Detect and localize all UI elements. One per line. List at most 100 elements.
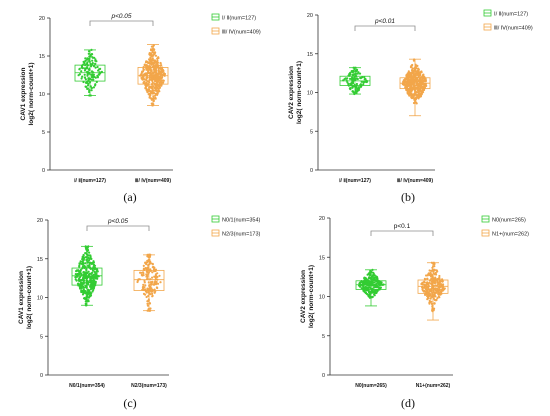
data-point xyxy=(379,287,382,290)
data-point xyxy=(153,71,156,74)
data-point xyxy=(154,64,157,67)
significance-bracket xyxy=(89,20,154,26)
data-point xyxy=(410,64,413,67)
data-point xyxy=(154,80,157,83)
data-point xyxy=(427,297,430,300)
data-point xyxy=(149,307,152,310)
data-point xyxy=(148,52,151,55)
data-point xyxy=(92,287,95,290)
x-category-label: N0(num=265) xyxy=(355,383,387,389)
data-point xyxy=(87,71,90,74)
data-point xyxy=(432,309,435,312)
data-point xyxy=(88,272,91,275)
data-point xyxy=(153,67,156,70)
data-point xyxy=(152,64,155,67)
data-point xyxy=(83,290,86,293)
data-point xyxy=(80,285,84,288)
data-point xyxy=(370,276,374,279)
data-point xyxy=(342,79,345,82)
data-point xyxy=(411,83,414,86)
data-point xyxy=(368,291,371,294)
data-point xyxy=(148,302,152,305)
data-point xyxy=(148,76,151,79)
data-point xyxy=(362,83,365,86)
data-point xyxy=(372,276,375,280)
data-point xyxy=(85,304,88,307)
data-point xyxy=(370,296,374,299)
panel-label: (d) xyxy=(401,396,415,410)
data-point xyxy=(147,281,150,284)
data-point xyxy=(148,59,151,62)
data-point xyxy=(152,97,155,100)
y-tick-label: 10 xyxy=(37,296,43,302)
data-point xyxy=(364,291,367,294)
data-point xyxy=(89,293,92,297)
panel-label: (a) xyxy=(123,190,136,204)
data-point xyxy=(442,288,445,291)
data-point xyxy=(144,290,147,293)
data-point xyxy=(424,82,427,85)
data-point xyxy=(428,302,431,305)
data-point xyxy=(90,65,93,68)
data-point xyxy=(85,58,89,61)
data-point xyxy=(141,78,144,81)
data-point xyxy=(407,70,410,73)
data-point xyxy=(357,71,360,74)
data-point xyxy=(426,277,429,280)
data-point xyxy=(367,281,370,285)
data-point xyxy=(142,283,145,286)
y-tick-label: 5 xyxy=(310,129,313,135)
data-point xyxy=(413,97,417,100)
data-point xyxy=(159,76,163,79)
data-point xyxy=(96,270,99,273)
box-group-1 xyxy=(74,48,106,97)
data-point xyxy=(74,276,78,279)
data-point xyxy=(414,65,417,68)
data-point xyxy=(92,261,95,264)
data-point xyxy=(411,67,414,70)
data-point xyxy=(93,270,96,273)
data-point xyxy=(369,272,372,275)
data-point xyxy=(77,269,80,272)
data-point xyxy=(145,79,148,82)
data-point xyxy=(421,88,424,91)
data-point xyxy=(146,80,150,83)
data-point xyxy=(88,60,91,63)
data-point xyxy=(146,88,149,91)
legend-label: Ⅲ/ Ⅳ(num=409) xyxy=(222,30,261,36)
data-point xyxy=(434,276,437,279)
data-point xyxy=(93,264,97,267)
data-point xyxy=(84,59,87,63)
data-point xyxy=(94,76,97,79)
data-point xyxy=(145,81,148,84)
data-point xyxy=(99,67,102,70)
y-axis-label-line1: CAV1 expression xyxy=(20,67,27,120)
data-point xyxy=(436,297,439,300)
significance-bracket xyxy=(370,230,434,236)
data-point xyxy=(155,71,158,75)
data-point xyxy=(88,57,91,61)
data-point xyxy=(148,255,152,258)
data-point xyxy=(359,85,362,88)
data-point xyxy=(75,274,78,277)
data-point xyxy=(401,82,405,85)
data-point xyxy=(80,290,83,294)
data-point xyxy=(373,286,376,289)
data-point xyxy=(439,279,442,283)
data-point xyxy=(149,92,152,95)
data-point xyxy=(94,59,97,62)
data-point xyxy=(90,285,93,288)
data-point xyxy=(415,93,418,96)
data-point xyxy=(146,266,150,269)
data-point xyxy=(162,81,165,84)
data-point xyxy=(416,71,419,74)
data-point xyxy=(404,86,407,89)
data-point xyxy=(92,86,95,89)
data-point xyxy=(412,86,416,89)
data-point xyxy=(361,280,364,284)
data-point xyxy=(93,268,96,271)
data-point xyxy=(96,277,99,280)
data-point xyxy=(76,282,80,285)
data-point xyxy=(432,291,435,294)
panel-label: (c) xyxy=(123,396,136,410)
